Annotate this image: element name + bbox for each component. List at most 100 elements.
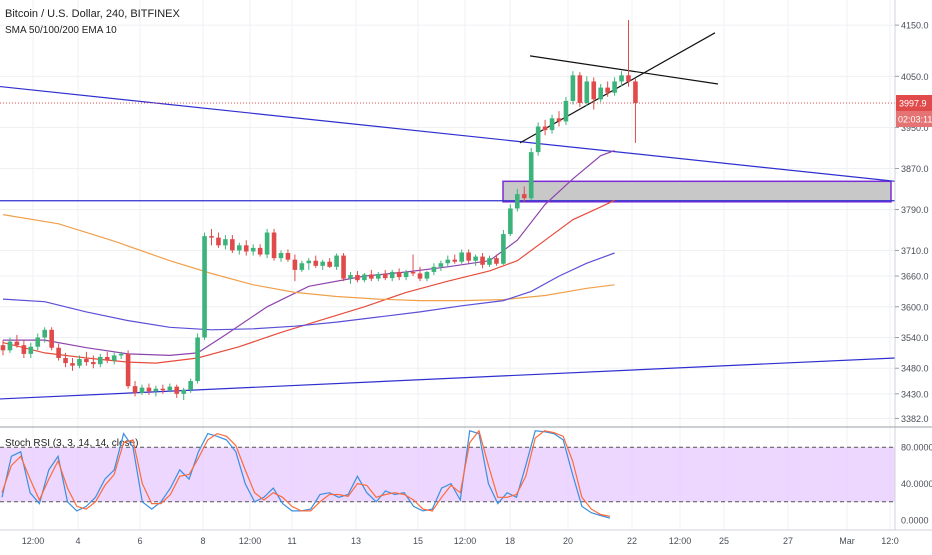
candle-body [542, 126, 548, 131]
candle-body [515, 194, 520, 209]
time-tick-label: 11 [287, 536, 296, 546]
time-tick-label: 12:00 [22, 536, 45, 546]
candle-body [21, 345, 27, 354]
price-tick-label: 3790.0 [901, 205, 929, 215]
stoch-tick-label: 80.0000 [901, 443, 932, 453]
candle-body [584, 81, 590, 103]
candle-body [334, 255, 339, 267]
candle-body [355, 275, 360, 281]
candle-body [257, 247, 263, 255]
time-tick-label: 18 [505, 536, 515, 546]
candle-body [313, 260, 319, 266]
candle-body [480, 256, 485, 265]
candle-body [320, 261, 325, 266]
candle-body [494, 258, 499, 264]
candle-body [466, 252, 471, 261]
ma-line-ema-10 [2, 252, 615, 331]
candle-body [160, 388, 166, 391]
candle-body [264, 232, 270, 255]
current-price-badge [896, 95, 932, 112]
candle-body [104, 356, 110, 361]
candle-body [438, 263, 444, 267]
ma-line-sma-200 [2, 214, 615, 302]
candle-body [612, 81, 617, 93]
time-tick-label: 12:00 [669, 536, 692, 546]
candle-body [0, 345, 6, 351]
candle-body [118, 353, 124, 356]
candle-body [28, 346, 34, 354]
price-tick-label: 3950.0 [901, 123, 929, 133]
support-zone-box [502, 180, 892, 203]
ma-line-sma-100 [2, 199, 615, 364]
stoch-tick-label: 40.0000 [901, 479, 932, 489]
candle-body [250, 247, 256, 252]
time-tick-label: 25 [719, 536, 729, 546]
candle-body [278, 253, 284, 259]
candle-body [63, 357, 68, 364]
candle-body [216, 237, 221, 246]
price-tick-label: 3382.0 [901, 414, 929, 424]
current-price-label: 3997.9 [899, 99, 927, 109]
candle-body [473, 256, 478, 261]
price-tick-label: 3430.0 [901, 389, 929, 399]
candle-body [556, 118, 562, 122]
candle-body [56, 347, 61, 358]
candle-body [403, 271, 409, 278]
candle-body [285, 253, 291, 260]
candle-body [591, 81, 597, 100]
price-tick-label: 3480.0 [901, 364, 929, 374]
candle-body [459, 252, 464, 262]
candle-body [84, 359, 89, 363]
price-tick-label: 3540.0 [901, 333, 929, 343]
candle-body [598, 87, 603, 100]
candle-body [396, 271, 402, 278]
stoch-tick-label: 0.0000 [901, 516, 929, 526]
candle-body [299, 263, 305, 270]
candle-body [292, 259, 298, 270]
candle-body [410, 271, 416, 274]
candle-body [535, 126, 541, 153]
countdown-badge [896, 111, 932, 128]
candle-body [111, 355, 117, 361]
descending-trendline [0, 85, 896, 182]
candle-body [605, 87, 610, 93]
countdown-label: 02:03:11 [898, 115, 932, 125]
indicator-legend: SMA 50/100/200 EMA 10 [5, 25, 117, 36]
time-tick-label: 4 [75, 536, 80, 546]
candle-body [146, 387, 152, 392]
chart-title: Bitcoin / U.S. Dollar, 240, BITFINEX [5, 8, 180, 20]
candle-body [188, 381, 193, 390]
candle-body [417, 273, 423, 279]
price-tick-label: 4050.0 [901, 72, 929, 82]
candle-body [362, 274, 367, 281]
candle-body [49, 329, 54, 348]
candle-body [195, 337, 200, 382]
candle-body [70, 363, 75, 366]
candle-body [237, 245, 242, 251]
candle-body [369, 274, 374, 279]
candle-body [549, 118, 555, 131]
candle-body [452, 259, 458, 262]
price-tick-label: 3660.0 [901, 272, 929, 282]
candle-body [528, 152, 534, 199]
stoch-series-d [1, 429, 611, 517]
candle-body [202, 236, 207, 338]
candle-body [487, 258, 492, 265]
price-tick-label: 3710.0 [901, 246, 929, 256]
candle-body [125, 353, 131, 387]
candle-body [376, 274, 381, 279]
candle-body [445, 259, 451, 264]
time-tick-label: 12:00 [239, 536, 262, 546]
candle-body [153, 388, 159, 392]
candle-body [389, 271, 395, 279]
candle-body [174, 386, 180, 394]
candle-body [619, 75, 624, 82]
candle-body [91, 362, 96, 365]
candle-body [563, 100, 569, 122]
candle-body [424, 271, 430, 279]
price-tick-label: 3870.0 [901, 164, 929, 174]
price-tick-label: 3600.0 [901, 302, 929, 312]
time-tick-label: 12:00 [454, 536, 477, 546]
